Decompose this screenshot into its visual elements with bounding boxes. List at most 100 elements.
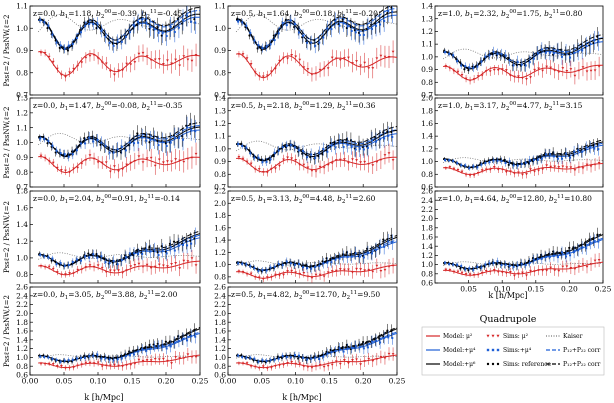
legend-entry-label: Model:+μ⁶ <box>443 361 476 368</box>
point-sims-mu2 <box>302 271 306 275</box>
point-sims-mu2 <box>121 69 124 72</box>
point-sims-mu4 <box>322 262 325 265</box>
point-sims-mu4 <box>504 263 507 266</box>
point-sims-mu4 <box>96 256 99 259</box>
y-tick-label: 1.6 <box>16 327 28 336</box>
point-sims-mu2 <box>496 270 500 274</box>
point-sims-mu2 <box>145 55 149 58</box>
y-tick-label: 1.4 <box>16 335 28 344</box>
point-sims-mu4 <box>297 354 300 357</box>
point-sims-reference <box>148 141 151 144</box>
y-tick-label: 0.8 <box>16 68 28 77</box>
point-sims-mu2 <box>322 275 326 278</box>
text: =-0.39, <box>111 9 141 18</box>
point-sims-mu4 <box>67 264 70 267</box>
point-sims-mu4 <box>47 356 50 359</box>
point-sims-mu2 <box>589 263 593 266</box>
point-sims-mu4 <box>71 42 74 45</box>
point-sims-mu2 <box>149 156 153 160</box>
sup: 11 <box>345 9 352 15</box>
panel-annotation: z=1.0, b1=4.64, b200=12.80, b211=10.80 <box>438 194 592 205</box>
sup: 11 <box>557 194 564 200</box>
point-sims-mu2 <box>585 70 589 73</box>
point-sims-mu4 <box>468 66 471 69</box>
point-sims-mu2 <box>379 355 383 359</box>
legend: Quadrupole Model: μ² Model:+μ⁴ Model:+μ⁶ Sim… <box>421 314 605 376</box>
point-sims-mu2 <box>541 168 545 171</box>
point-sims-mu2 <box>51 161 55 165</box>
point-sims-mu4 <box>569 254 572 257</box>
point-sims-mu4 <box>488 54 491 57</box>
sub: 1 <box>263 295 267 301</box>
point-sims-mu4 <box>273 265 276 268</box>
y-tick-label: 1.4 <box>421 132 433 141</box>
point-sims-mu4 <box>556 157 559 160</box>
point-sims-mu4 <box>55 263 58 266</box>
text: =-0.08, <box>111 101 141 110</box>
point-sims-mu2 <box>513 274 516 277</box>
point-sims-mu2 <box>178 159 182 162</box>
point-sims-mu2 <box>334 269 338 273</box>
point-sims-mu2 <box>39 51 43 54</box>
point-sims-mu2 <box>298 58 302 62</box>
point-sims-mu4 <box>55 149 58 152</box>
point-sims-mu4 <box>370 139 373 142</box>
point-sims-mu4 <box>314 265 317 268</box>
point-sims-mu2 <box>100 266 104 270</box>
point-sims-mu2 <box>104 161 108 164</box>
point-sims-reference <box>177 17 180 21</box>
panel-p12: 0.60.81.01.21.41.61.82.0z=1.0, b1=3.17, … <box>421 94 604 192</box>
point-sims-mu4 <box>261 161 264 164</box>
point-sims-mu2 <box>488 70 492 73</box>
point-sims-mu2 <box>129 265 133 268</box>
point-sims-mu2 <box>76 268 80 272</box>
point-sims-mu4 <box>63 359 66 362</box>
point-sims-mu4 <box>297 262 300 265</box>
y-tick-label: 1.1 <box>16 123 28 132</box>
panel-p22: 0.60.81.01.21.41.61.82.02.22.42.6 0.05 0.1… <box>421 187 612 294</box>
point-sims-mu2 <box>39 154 43 157</box>
point-sims-mu2 <box>249 365 253 368</box>
point-sims-mu4 <box>237 354 240 357</box>
point-sims-mu2 <box>484 269 488 273</box>
y-tick-label: 0.8 <box>214 272 226 281</box>
point-sims-reference <box>164 340 167 343</box>
y-tick-label: 1.0 <box>16 138 28 147</box>
point-sims-mu4 <box>281 22 284 25</box>
point-sims-mu4 <box>565 51 568 54</box>
y-tick-label: 1.0 <box>16 254 28 263</box>
point-sims-mu2 <box>186 58 190 61</box>
point-sims-mu2 <box>64 366 67 370</box>
point-sims-mu4 <box>100 29 103 32</box>
point-sims-mu2 <box>371 164 375 167</box>
point-sims-mu2 <box>274 67 277 70</box>
point-sims-mu2 <box>383 357 387 360</box>
sub: 2 <box>549 14 553 20</box>
point-sims-mu2 <box>367 357 371 361</box>
point-sims-mu2 <box>525 78 528 81</box>
x-tick-label: 0.15 <box>527 285 544 294</box>
point-sims-mu4 <box>456 162 459 165</box>
point-sims-mu4 <box>80 31 82 34</box>
point-sims-mu2 <box>51 267 55 271</box>
point-sims-mu2 <box>261 75 265 78</box>
series-black-corr <box>443 232 604 270</box>
point-sims-reference <box>148 343 151 347</box>
point-sims-mu4 <box>293 22 296 25</box>
point-sims-mu4 <box>47 256 50 259</box>
point-sims-mu4 <box>182 18 184 21</box>
point-sims-mu4 <box>257 156 260 159</box>
y-tick-label: 0.7 <box>214 183 226 192</box>
point-sims-mu2 <box>286 156 290 159</box>
point-sims-mu2 <box>347 56 350 59</box>
point-sims-mu4 <box>269 43 272 46</box>
point-sims-mu4 <box>302 356 305 359</box>
point-sims-mu2 <box>513 75 516 78</box>
y-tick-label: 0.6 <box>214 371 226 380</box>
point-sims-mu4 <box>177 137 180 140</box>
point-sims-mu4 <box>573 51 576 54</box>
point-sims-mu4 <box>261 269 264 272</box>
point-sims-mu4 <box>387 9 390 12</box>
point-sims-mu2 <box>133 263 137 267</box>
text: =2.32, <box>473 9 501 18</box>
